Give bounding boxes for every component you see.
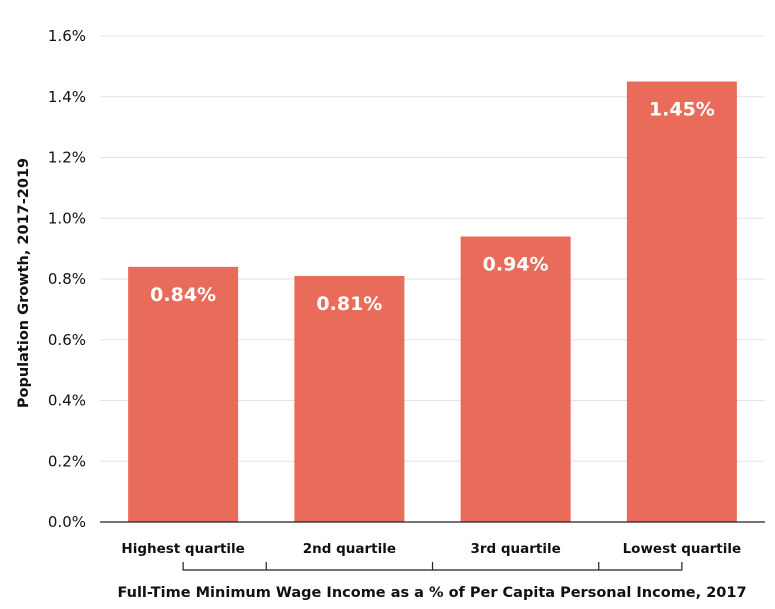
y-axis-ticks: 0.0% 0.2% 0.4% 0.6% 0.8% 1.0% 1.2% 1.4% 1.6% [48, 27, 86, 531]
bar [128, 266, 239, 522]
y-tick-label: 0.8% [48, 270, 86, 288]
bar-data-labels: 0.84% 0.81% 0.94% 1.45% [150, 99, 715, 315]
bar [626, 81, 737, 522]
bar [460, 236, 571, 522]
bar [294, 275, 405, 522]
y-tick-label: 0.0% [48, 513, 86, 531]
y-tick-label: 1.0% [48, 209, 86, 227]
x-tick-label: 2nd quartile [303, 541, 396, 557]
bar-data-label: 0.81% [316, 293, 382, 315]
y-tick-label: 1.6% [48, 27, 86, 45]
y-tick-label: 0.2% [48, 452, 86, 470]
y-axis-title: Population Growth, 2017-2019 [16, 158, 32, 408]
y-tick-label: 0.4% [48, 392, 86, 410]
y-tick-label: 1.2% [48, 149, 86, 167]
bars [128, 81, 737, 522]
x-tick-label: Lowest quartile [623, 541, 742, 557]
y-tick-label: 1.4% [48, 88, 86, 106]
bar-data-label: 0.94% [483, 253, 549, 275]
bar-data-label: 0.84% [150, 284, 216, 306]
x-tick-label: Highest quartile [121, 541, 244, 557]
x-tick-label: 3rd quartile [470, 541, 560, 557]
x-axis-ticks: Highest quartile 2nd quartile 3rd quartile… [121, 541, 741, 557]
bar-data-label: 1.45% [649, 99, 715, 121]
category-bracket [182, 562, 683, 571]
x-axis-title: Full-Time Minimum Wage Income as a % of … [117, 585, 746, 601]
y-tick-label: 0.6% [48, 331, 86, 349]
